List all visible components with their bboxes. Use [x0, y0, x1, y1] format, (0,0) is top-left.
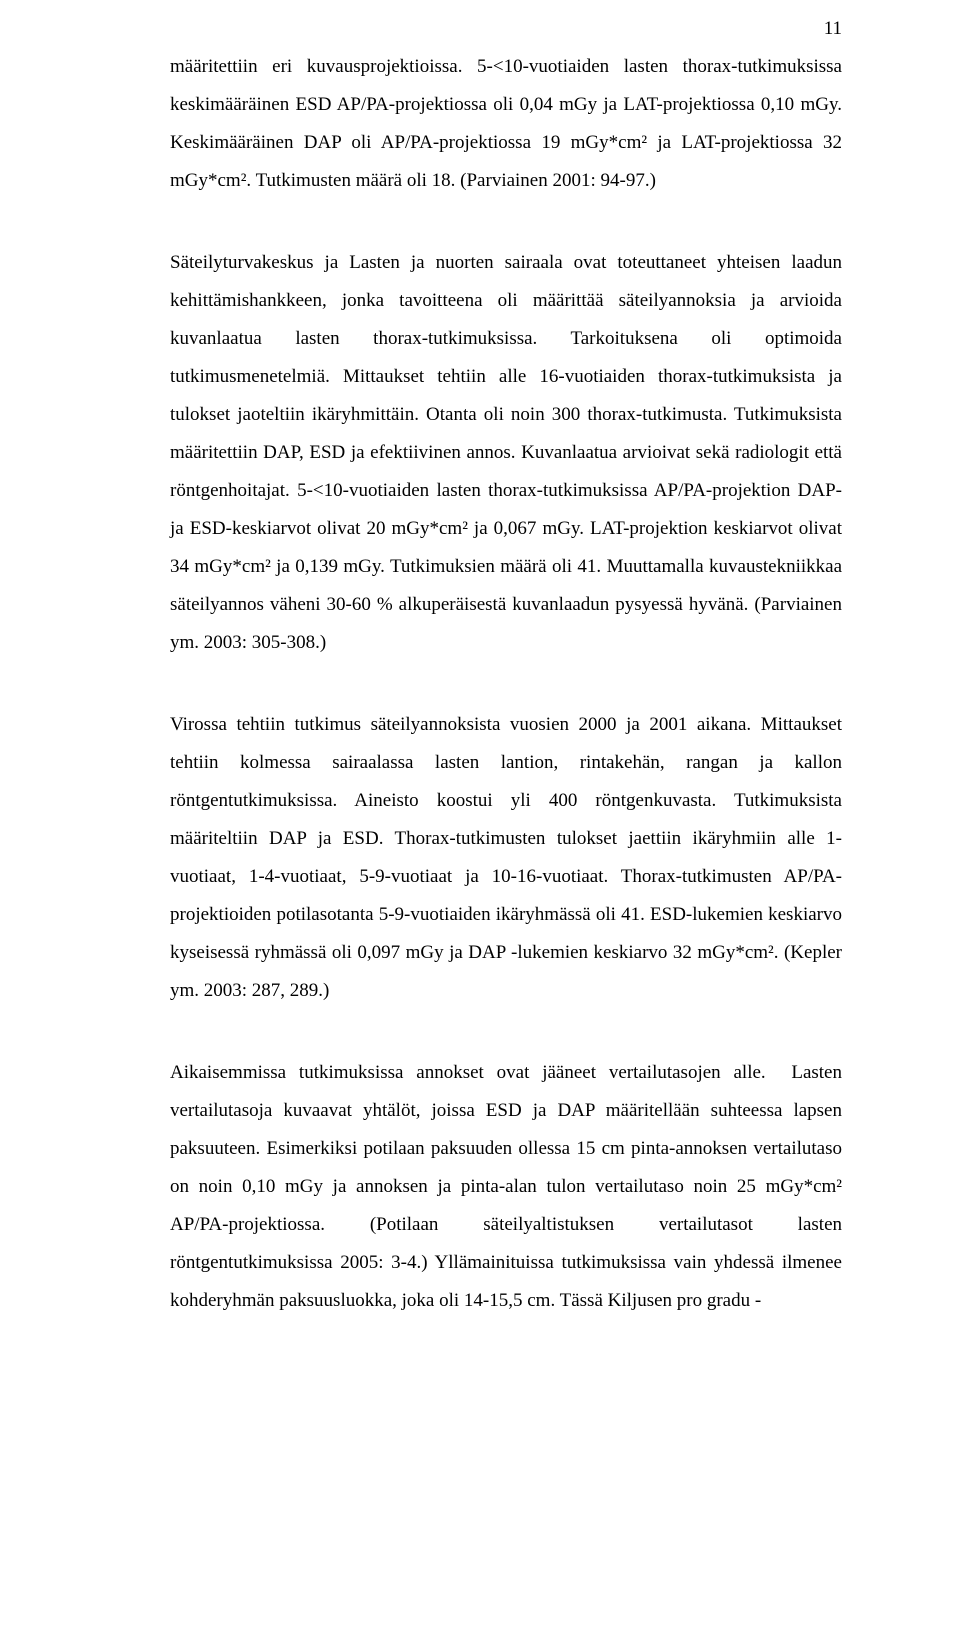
page-number: 11: [824, 18, 842, 41]
document-page: 11 määritettiin eri kuvausprojektioissa.…: [0, 0, 960, 1627]
body-paragraph: määritettiin eri kuvausprojektioissa. 5-…: [170, 48, 842, 200]
body-paragraph: Säteilyturvakeskus ja Lasten ja nuorten …: [170, 244, 842, 662]
body-paragraph: Virossa tehtiin tutkimus säteilyannoksis…: [170, 706, 842, 1010]
body-paragraph: Aikaisemmissa tutkimuksissa annokset ova…: [170, 1054, 842, 1320]
